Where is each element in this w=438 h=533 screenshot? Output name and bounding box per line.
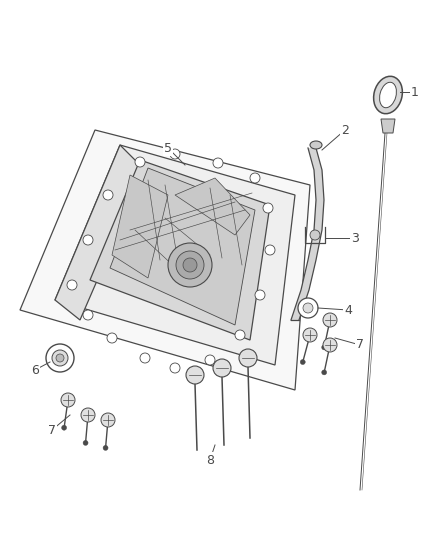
Circle shape <box>321 345 327 350</box>
Circle shape <box>101 413 115 427</box>
Text: 3: 3 <box>351 231 359 245</box>
Circle shape <box>303 328 317 342</box>
Circle shape <box>250 173 260 183</box>
Circle shape <box>323 313 337 327</box>
Text: 1: 1 <box>411 85 419 99</box>
Text: 7: 7 <box>356 338 364 351</box>
Circle shape <box>303 303 313 313</box>
Circle shape <box>81 408 95 422</box>
Polygon shape <box>175 178 250 235</box>
Polygon shape <box>291 148 324 320</box>
Circle shape <box>52 350 68 366</box>
Circle shape <box>61 393 75 407</box>
Circle shape <box>103 190 113 200</box>
Circle shape <box>107 333 117 343</box>
Circle shape <box>67 280 77 290</box>
Text: 6: 6 <box>31 364 39 376</box>
Circle shape <box>300 360 305 365</box>
Circle shape <box>83 440 88 446</box>
Circle shape <box>235 330 245 340</box>
Ellipse shape <box>374 76 403 114</box>
Polygon shape <box>90 160 270 340</box>
Circle shape <box>321 370 327 375</box>
Circle shape <box>83 235 93 245</box>
Circle shape <box>323 338 337 352</box>
Circle shape <box>103 446 108 450</box>
Circle shape <box>56 354 64 362</box>
Text: 2: 2 <box>341 124 349 136</box>
Circle shape <box>263 203 273 213</box>
Circle shape <box>213 158 223 168</box>
Circle shape <box>46 344 74 372</box>
Ellipse shape <box>310 141 322 149</box>
Text: 7: 7 <box>48 424 56 437</box>
Text: 5: 5 <box>164 141 172 155</box>
Circle shape <box>310 230 320 240</box>
Text: 4: 4 <box>344 303 352 317</box>
Circle shape <box>135 157 145 167</box>
Ellipse shape <box>380 82 396 108</box>
Circle shape <box>140 353 150 363</box>
Polygon shape <box>55 145 295 365</box>
Circle shape <box>255 290 265 300</box>
Polygon shape <box>381 119 395 133</box>
Circle shape <box>205 355 215 365</box>
Circle shape <box>62 425 67 430</box>
Circle shape <box>183 258 197 272</box>
Circle shape <box>176 251 204 279</box>
Polygon shape <box>20 130 310 390</box>
Circle shape <box>213 359 231 377</box>
Circle shape <box>265 245 275 255</box>
Circle shape <box>170 149 180 159</box>
Circle shape <box>168 243 212 287</box>
Polygon shape <box>55 145 145 320</box>
Polygon shape <box>112 175 168 278</box>
Circle shape <box>186 366 204 384</box>
Circle shape <box>239 349 257 367</box>
Circle shape <box>170 363 180 373</box>
Polygon shape <box>110 168 255 325</box>
Circle shape <box>298 298 318 318</box>
Text: 8: 8 <box>206 454 214 466</box>
Circle shape <box>83 310 93 320</box>
